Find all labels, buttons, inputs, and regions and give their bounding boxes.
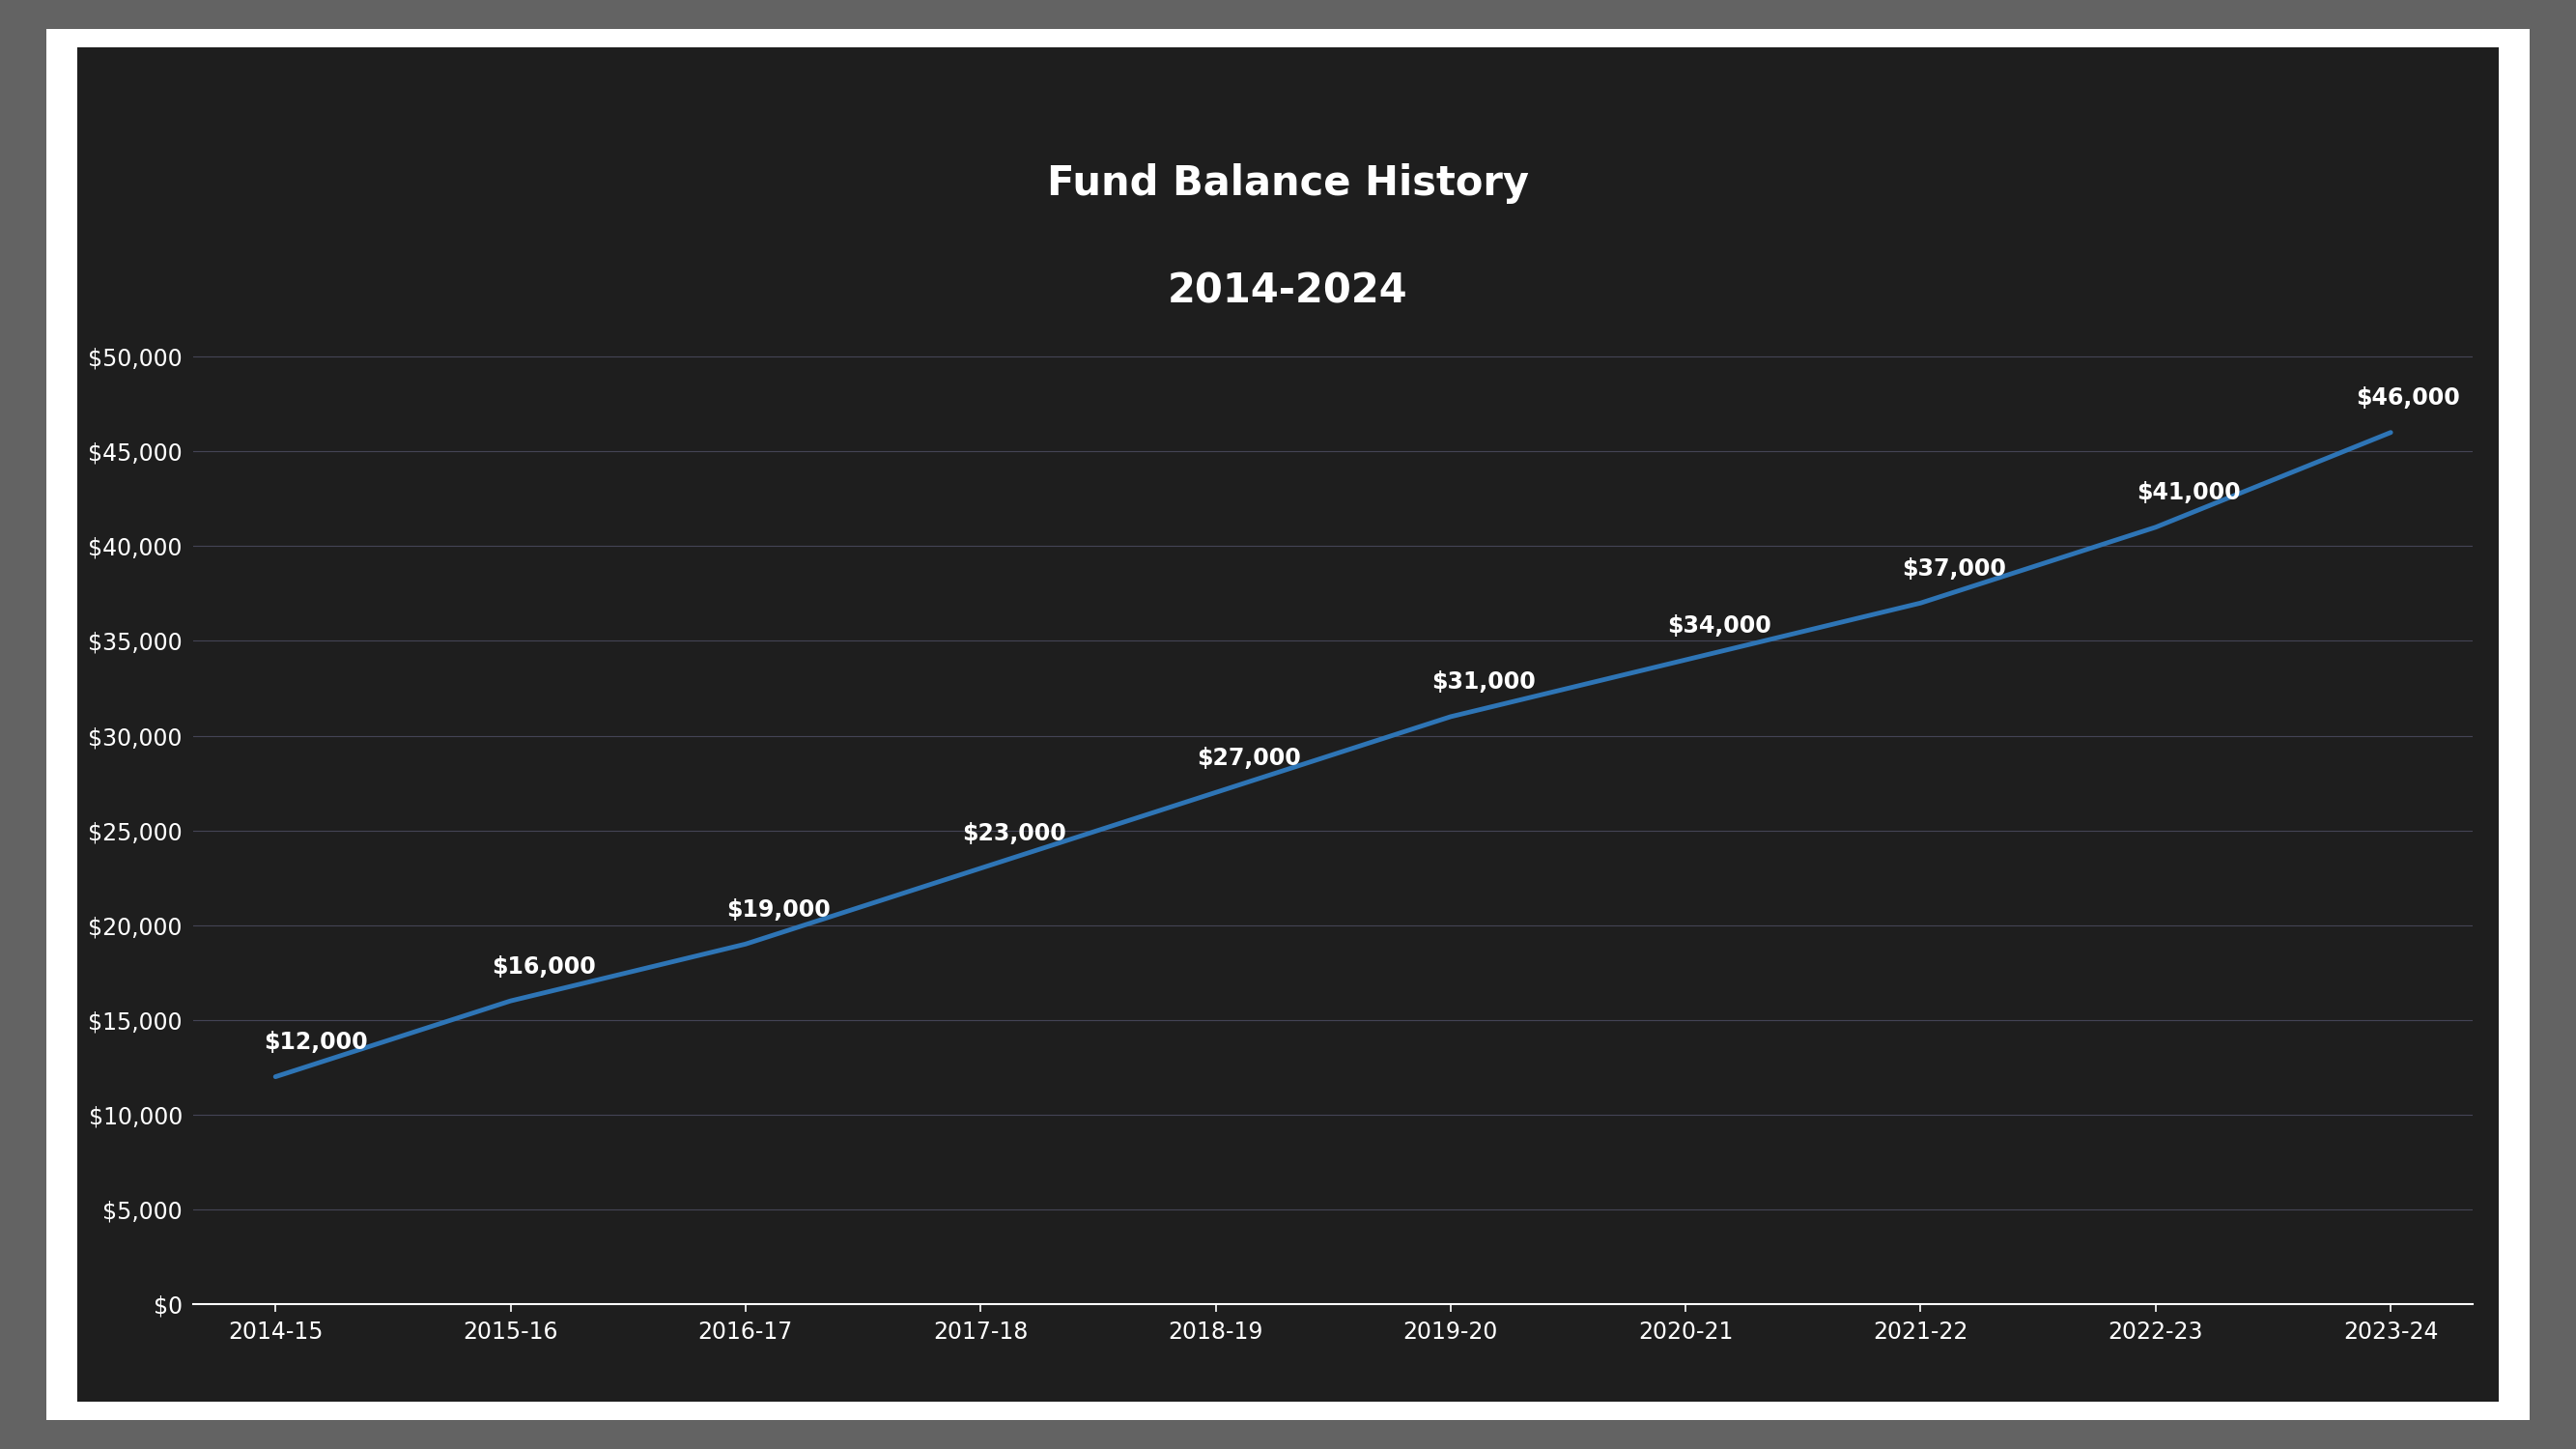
Text: $19,000: $19,000 (726, 898, 832, 922)
Text: $23,000: $23,000 (961, 823, 1066, 846)
Text: 2014-2024: 2014-2024 (1167, 271, 1409, 312)
Text: $34,000: $34,000 (1667, 614, 1770, 638)
Text: $12,000: $12,000 (263, 1030, 368, 1053)
Text: $41,000: $41,000 (2138, 481, 2241, 504)
Text: $16,000: $16,000 (492, 955, 595, 978)
Text: $46,000: $46,000 (2354, 387, 2460, 410)
Text: $27,000: $27,000 (1198, 746, 1301, 769)
Text: $31,000: $31,000 (1432, 671, 1535, 694)
Text: $37,000: $37,000 (1901, 556, 2007, 580)
Text: Fund Balance History: Fund Balance History (1046, 162, 1530, 203)
